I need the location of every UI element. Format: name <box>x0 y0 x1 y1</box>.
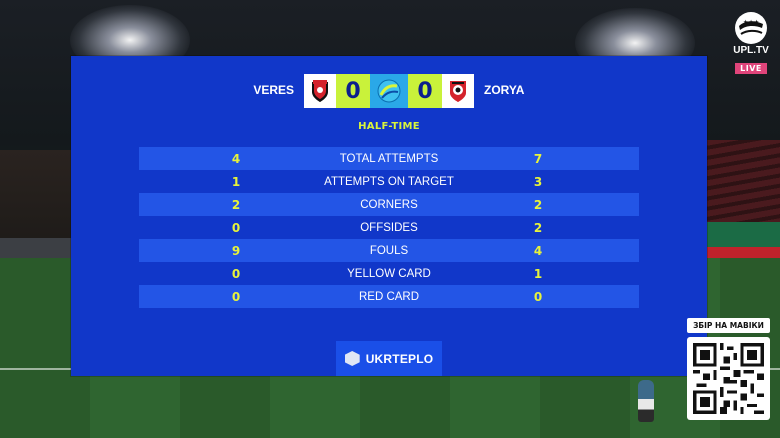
stat-row-attempts-on-target: 1 ATTEMPTS ON TARGET 3 <box>139 170 639 193</box>
home-stat-value: 1 <box>231 174 241 189</box>
player-figure <box>638 380 654 422</box>
stat-row-red-card: 0 RED CARD 0 <box>139 285 639 308</box>
broadcaster-name: UPL.TV <box>733 45 769 56</box>
scoreline: VERES 0 0 <box>71 74 707 108</box>
home-score: 0 <box>336 74 370 108</box>
sponsor-name: UKRTEPLO <box>365 351 434 366</box>
svg-text:★★★: ★★★ <box>743 19 759 26</box>
sponsor-banner: UKRTEPLO <box>336 341 442 376</box>
home-stat-value: 0 <box>231 220 241 235</box>
ukrteplo-logo-icon <box>344 351 360 366</box>
broadcaster-logo: ★★★ UPL.TV LIVE <box>731 12 771 82</box>
home-stat-value: 0 <box>231 289 241 304</box>
stat-row-fouls: 9 FOULS 4 <box>139 239 639 262</box>
home-stat-value: 2 <box>231 197 241 212</box>
zorya-crest-icon <box>442 74 474 108</box>
stat-label: TOTAL ATTEMPTS <box>339 152 439 165</box>
veres-crest-icon <box>304 74 336 108</box>
stat-row-offsides: 0 OFFSIDES 2 <box>139 216 639 239</box>
qr-code-icon[interactable] <box>687 337 770 420</box>
stats-table: 4 TOTAL ATTEMPTS 7 1 ATTEMPTS ON TARGET … <box>139 147 639 308</box>
stat-label: YELLOW CARD <box>347 267 431 280</box>
match-period: HALF-TIME <box>358 121 420 132</box>
away-team-name: ZORYA <box>484 83 525 97</box>
away-stat-value: 4 <box>533 243 543 258</box>
stat-label: FOULS <box>369 244 409 257</box>
stat-label: RED CARD <box>358 290 420 303</box>
away-stat-value: 1 <box>533 266 543 281</box>
away-stat-value: 2 <box>533 220 543 235</box>
match-stats-panel: VERES 0 0 <box>71 56 707 376</box>
away-stat-value: 7 <box>533 151 543 166</box>
stat-row-yellow-card: 0 YELLOW CARD 1 <box>139 262 639 285</box>
stat-label: CORNERS <box>360 198 418 211</box>
upl-ball-icon: ★★★ <box>735 12 767 44</box>
stat-label: OFFSIDES <box>360 221 418 234</box>
away-stat-value: 3 <box>533 174 543 189</box>
upl-ball-icon <box>370 74 408 108</box>
stat-row-corners: 2 CORNERS 2 <box>139 193 639 216</box>
stat-row-total-attempts: 4 TOTAL ATTEMPTS 7 <box>139 147 639 170</box>
donation-title: ЗБІР НА МАВІКИ <box>687 318 770 333</box>
scorebox: 0 0 <box>304 74 474 108</box>
ad-board-left <box>0 238 75 260</box>
stat-label: ATTEMPTS ON TARGET <box>324 175 454 188</box>
away-score: 0 <box>408 74 442 108</box>
home-stat-value: 4 <box>231 151 241 166</box>
live-badge: LIVE <box>735 63 767 74</box>
donation-qr[interactable]: ЗБІР НА МАВІКИ <box>687 318 770 420</box>
away-stat-value: 0 <box>533 289 543 304</box>
away-stat-value: 2 <box>533 197 543 212</box>
home-team-name: VERES <box>253 83 294 97</box>
home-stat-value: 9 <box>231 243 241 258</box>
home-stat-value: 0 <box>231 266 241 281</box>
